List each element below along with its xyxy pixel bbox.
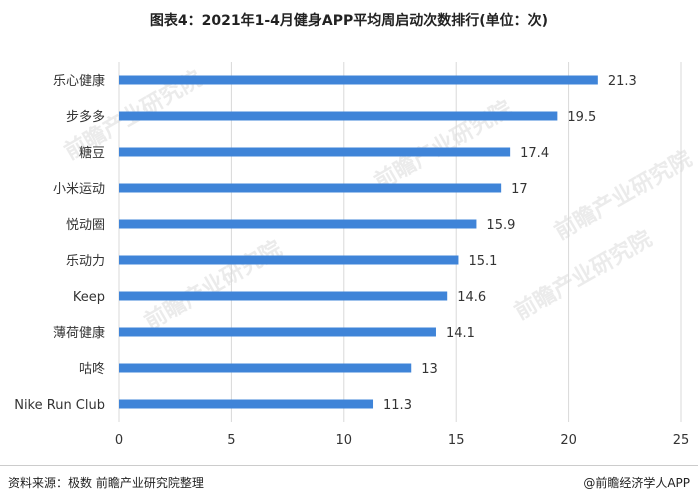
bars (119, 75, 598, 409)
bar (119, 327, 436, 337)
watermark-text: 前瞻产业研究院 (550, 146, 696, 246)
category-label: 小米运动 (53, 182, 105, 197)
watermark-text: 前瞻产业研究院 (370, 96, 516, 196)
category-label: Nike Run Club (14, 398, 105, 413)
category-label: 乐动力 (66, 254, 105, 269)
bar (119, 147, 511, 157)
value-label: 17 (511, 182, 528, 197)
value-label: 14.6 (457, 290, 486, 305)
value-label: 15.9 (486, 218, 515, 233)
category-label: 咕咚 (79, 361, 105, 377)
bar (119, 363, 412, 373)
bar (119, 291, 448, 301)
value-labels: 21.3 19.5 17.4 17 15.9 15.1 14.6 14.1 13 11.3 (383, 74, 637, 413)
category-label: 悦动圈 (66, 218, 105, 233)
category-label: 乐心健康 (53, 73, 105, 89)
x-tick-label: 5 (227, 433, 235, 448)
category-label: 薄荷健康 (53, 325, 105, 341)
value-label: 13 (421, 362, 438, 377)
bar (119, 183, 502, 193)
bar (119, 255, 459, 265)
brand-credit: @前瞻经济学人APP (583, 476, 690, 490)
x-tick-label: 0 (115, 433, 123, 448)
value-label: 11.3 (383, 398, 412, 413)
source-note: 资料来源：极数 前瞻产业研究院整理 (8, 476, 204, 490)
category-label: 糖豆 (79, 145, 105, 161)
value-label: 21.3 (608, 74, 637, 89)
category-label: 步多多 (66, 109, 105, 125)
x-tick-label: 25 (673, 433, 690, 448)
value-label: 19.5 (567, 110, 596, 125)
value-label: 14.1 (446, 326, 475, 341)
watermark-text: 前瞻产业研究院 (510, 226, 656, 326)
bar (119, 219, 477, 229)
grid-lines (118, 62, 682, 422)
category-label: Keep (73, 290, 105, 305)
value-label: 15.1 (468, 254, 497, 269)
x-tick-label: 10 (336, 433, 353, 448)
value-label: 17.4 (520, 146, 549, 161)
bar (119, 399, 374, 409)
x-tick-label: 15 (448, 433, 465, 448)
bar (119, 111, 558, 121)
footer-divider (0, 465, 698, 466)
x-axis-labels: 0 5 10 15 20 25 (115, 433, 689, 448)
watermark-text: 前瞻产业研究院 (140, 236, 286, 336)
bar (119, 75, 598, 85)
x-tick-label: 20 (560, 433, 577, 448)
chart-title: 图表4：2021年1-4月健身APP平均周启动次数排行(单位：次) (149, 13, 549, 29)
